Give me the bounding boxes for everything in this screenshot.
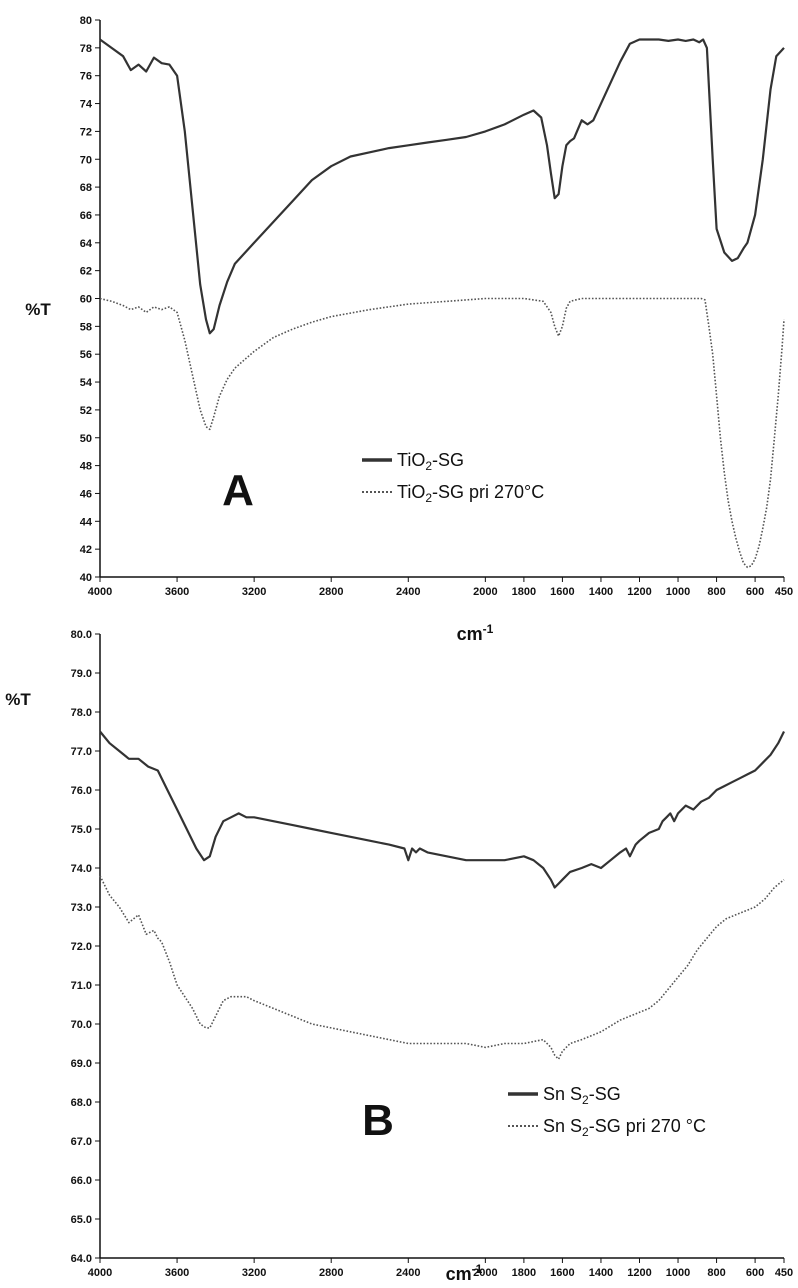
panel-a-y-tick-label: 46 (80, 488, 92, 500)
panel-b-x-tick-label: 2800 (319, 1267, 343, 1279)
panel-a-x-axis-label: cm-1 (457, 622, 494, 644)
panel-a-y-tick-label: 40 (80, 572, 92, 584)
panel-a-x-tick-label: 1200 (627, 586, 651, 598)
panel-a-y-tick-label: 80 (80, 15, 92, 27)
chart-panel-b: 64.0 65.0 66.0 67.0 68.0 69.0 70.0 71.0 72.0 73.0… (5, 629, 793, 1284)
panel-a-x-tick-label: 450 (775, 586, 793, 598)
panel-b-y-tick-label: 72.0 (71, 941, 92, 953)
panel-b-legend-label-2: Sn S2-SG pri 270 °C (543, 1116, 706, 1139)
panel-b-legend-label-1: Sn S2-SG (543, 1084, 621, 1107)
panel-a-x-tick-label: 1600 (550, 586, 574, 598)
panel-a-y-tick-label: 74 (80, 99, 93, 111)
panel-b-y-tick-label: 76.0 (71, 785, 92, 797)
panel-a-y-tick-label: 60 (80, 294, 92, 306)
panel-a-y-tick-label: 56 (80, 349, 92, 361)
panel-b-y-tick-label: 79.0 (71, 668, 92, 680)
panel-a-y-tick-label: 58 (80, 321, 92, 333)
panel-b-x-tick-label: 1200 (627, 1267, 651, 1279)
panel-a-x-tick-label: 3200 (242, 586, 266, 598)
panel-a-x-tick-label: 4000 (88, 586, 112, 598)
chart-panel-a: 40 42 44 46 48 50 52 54 56 58 60 62 64 66 68 70 72 74 76 78… (25, 15, 793, 644)
panel-b-x-tick-label: 3600 (165, 1267, 189, 1279)
panel-a-y-tick-label: 68 (80, 182, 92, 194)
panel-a-x-tick-label: 600 (746, 586, 764, 598)
panel-b-y-tick-label: 66.0 (71, 1175, 92, 1187)
panel-b-x-tick-label: 1000 (666, 1267, 690, 1279)
panel-b-y-tick-label: 68.0 (71, 1097, 92, 1109)
panel-a-x-tick-label: 800 (707, 586, 725, 598)
panel-b-x-axis-label: cm-1 (446, 1262, 483, 1284)
panel-b-x-tick-label: 800 (707, 1267, 725, 1279)
panel-a-y-axis-label: %T (25, 300, 51, 319)
panel-a-x-tick-label: 2000 (473, 586, 497, 598)
panel-b-y-tick-label: 77.0 (71, 746, 92, 758)
panel-a-x-tick-label: 3600 (165, 586, 189, 598)
panel-b-x-tick-label: 1600 (550, 1267, 574, 1279)
panel-b-x-tick-label: 600 (746, 1267, 764, 1279)
panel-a-y-tick-label: 78 (80, 43, 92, 55)
panel-b-y-tick-label: 64.0 (71, 1253, 92, 1265)
panel-a-y-tick-label: 62 (80, 266, 92, 278)
panel-a-y-tick-label: 44 (80, 516, 93, 528)
panel-b-y-tick-label: 75.0 (71, 824, 92, 836)
panel-b-y-tick-label: 71.0 (71, 980, 92, 992)
panel-a-y-tick-label: 66 (80, 210, 92, 222)
panel-a-y-tick-label: 72 (80, 126, 92, 138)
panel-b-y-tick-label: 74.0 (71, 863, 92, 875)
panel-b-y-tick-label: 65.0 (71, 1214, 92, 1226)
panel-a-y-tick-label: 54 (80, 377, 93, 389)
panel-b-series-line-2 (100, 876, 784, 1059)
panel-b-y-tick-label: 78.0 (71, 707, 92, 719)
panel-b-x-tick-label: 450 (775, 1267, 793, 1279)
panel-b-x-tick-label: 1800 (512, 1267, 536, 1279)
panel-b-x-tick-label: 3200 (242, 1267, 266, 1279)
panel-a-x-tick-label: 2800 (319, 586, 343, 598)
panel-a-x-tick-label: 2400 (396, 586, 420, 598)
panel-b-y-tick-label: 80.0 (71, 629, 92, 641)
panel-a-legend-label-2: TiO2-SG pri 270°C (397, 482, 544, 505)
panel-a-x-tick-label: 1000 (666, 586, 690, 598)
panel-b-x-tick-label: 2400 (396, 1267, 420, 1279)
panel-b-x-tick-label: 1400 (589, 1267, 613, 1279)
panel-b-y-tick-label: 70.0 (71, 1019, 92, 1031)
panel-b-y-tick-label: 73.0 (71, 902, 92, 914)
panel-a-y-tick-label: 42 (80, 544, 92, 556)
panel-b-series-line-1 (100, 732, 784, 888)
panel-b-y-tick-label: 69.0 (71, 1058, 92, 1070)
panel-a-x-tick-label: 1400 (589, 586, 613, 598)
panel-b-y-tick-label: 67.0 (71, 1136, 92, 1148)
panel-a-y-tick-label: 76 (80, 71, 92, 83)
panel-b-x-tick-label: 4000 (88, 1267, 112, 1279)
panel-b-panel-letter: B (362, 1096, 394, 1145)
panel-b-y-axis-label: %T (5, 690, 31, 709)
panel-a-panel-letter: A (222, 466, 254, 515)
panel-a-series-line-1 (100, 40, 784, 334)
panel-a-y-tick-label: 70 (80, 154, 92, 166)
panel-a-y-tick-label: 50 (80, 433, 92, 445)
panel-a-y-tick-label: 64 (80, 238, 93, 250)
panel-a-legend-label-1: TiO2-SG (397, 450, 464, 473)
panel-a-y-tick-label: 52 (80, 405, 92, 417)
panel-a-x-tick-label: 1800 (512, 586, 536, 598)
panel-a-y-tick-label: 48 (80, 461, 92, 473)
panel-a-series-line-2 (100, 299, 784, 568)
